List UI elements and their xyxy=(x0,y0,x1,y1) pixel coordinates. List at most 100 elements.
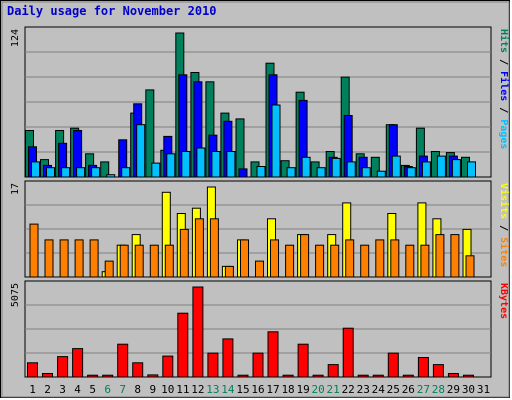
bar-sites-day-26 xyxy=(405,244,415,278)
bar-kbytes-day-9 xyxy=(147,374,159,378)
bar-kbytes-day-8 xyxy=(132,362,144,378)
bar-kbytes-day-28 xyxy=(432,364,444,378)
bar-sites-day-17 xyxy=(270,239,279,278)
day-label-24: 24 xyxy=(372,383,386,396)
day-label-8: 8 xyxy=(134,383,141,396)
day-label-27: 27 xyxy=(417,383,430,396)
bar-pages-day-20 xyxy=(316,167,326,178)
bar-pages-day-3 xyxy=(61,167,71,178)
bar-kbytes-day-30 xyxy=(463,374,474,378)
bar-kbytes-day-2 xyxy=(42,373,53,378)
legend-entry-hits: Hits xyxy=(498,29,510,53)
bar-pages-day-23 xyxy=(361,167,371,178)
day-label-17: 17 xyxy=(266,383,279,396)
day-label-11: 11 xyxy=(176,383,189,396)
day-label-19: 19 xyxy=(296,383,309,396)
day-label-16: 16 xyxy=(251,383,264,396)
day-label-4: 4 xyxy=(74,383,81,396)
bar-sites-day-29 xyxy=(450,234,460,278)
legend-separator: / xyxy=(498,219,509,237)
bar-sites-day-24 xyxy=(375,239,385,278)
bar-kbytes-day-10 xyxy=(162,355,174,378)
day-label-14: 14 xyxy=(221,383,235,396)
bar-sites-day-27 xyxy=(420,244,430,278)
ymax-label: 5075 xyxy=(10,283,21,307)
bar-sites-day-28 xyxy=(435,234,445,278)
bar-pages-day-11 xyxy=(181,151,191,178)
bar-kbytes-day-12 xyxy=(192,286,204,378)
bar-kbytes-day-21 xyxy=(327,364,339,378)
bar-files-day-15 xyxy=(238,168,248,178)
bar-pages-day-30 xyxy=(467,161,476,178)
bar-kbytes-day-24 xyxy=(372,374,384,378)
bar-kbytes-day-25 xyxy=(387,352,399,378)
day-label-21: 21 xyxy=(327,383,340,396)
day-label-23: 23 xyxy=(357,383,370,396)
bar-sites-day-2 xyxy=(44,239,54,278)
day-label-10: 10 xyxy=(161,383,174,396)
chart-title: Daily usage for November 2010 xyxy=(7,4,217,18)
day-label-26: 26 xyxy=(402,383,415,396)
bar-pages-day-18 xyxy=(286,167,296,178)
bar-pages-day-19 xyxy=(301,156,311,178)
bar-pages-day-24 xyxy=(376,170,386,178)
bar-hits-day-6 xyxy=(100,161,110,178)
bar-pages-day-22 xyxy=(346,161,356,178)
legend-kbytes: KBytes xyxy=(498,283,509,319)
bar-kbytes-day-15 xyxy=(237,374,249,378)
bar-sites-day-16 xyxy=(255,260,264,278)
bar-sites-day-19 xyxy=(300,234,310,278)
bar-pages-day-26 xyxy=(406,167,416,178)
bar-kbytes-day-27 xyxy=(417,357,429,378)
legend-entry-kbytes: KBytes xyxy=(498,283,509,319)
bar-hits-day-15 xyxy=(235,118,245,178)
bar-pages-day-28 xyxy=(436,155,446,178)
day-label-2: 2 xyxy=(44,383,51,396)
bar-sites-day-3 xyxy=(59,239,69,278)
bar-pages-day-6 xyxy=(106,174,116,178)
bar-sites-day-30 xyxy=(465,255,475,278)
bar-pages-day-25 xyxy=(391,155,401,178)
bar-sites-day-20 xyxy=(315,244,325,278)
legend-entry-sites: Sites xyxy=(498,237,510,267)
bar-pages-day-21 xyxy=(331,157,341,178)
day-label-20: 20 xyxy=(312,383,325,396)
day-label-18: 18 xyxy=(281,383,294,396)
bar-sites-day-23 xyxy=(360,244,370,278)
bar-pages-day-1 xyxy=(31,161,40,178)
bar-sites-day-22 xyxy=(345,239,355,278)
bar-pages-day-5 xyxy=(91,167,101,178)
day-label-1: 1 xyxy=(29,383,36,396)
bar-hits-day-9 xyxy=(145,89,155,178)
day-label-5: 5 xyxy=(89,383,96,396)
bar-sites-day-6 xyxy=(104,260,114,278)
day-label-13: 13 xyxy=(206,383,219,396)
bar-kbytes-day-20 xyxy=(312,374,324,378)
bar-sites-day-12 xyxy=(194,218,204,278)
legend-separator: / xyxy=(498,101,509,119)
day-label-6: 6 xyxy=(104,383,111,396)
bar-sites-day-9 xyxy=(149,244,159,278)
bar-kbytes-day-19 xyxy=(297,343,309,378)
bar-pages-day-10 xyxy=(166,153,176,178)
day-label-30: 30 xyxy=(462,383,475,396)
bar-pages-day-7 xyxy=(121,167,131,178)
bar-kbytes-day-11 xyxy=(177,312,189,378)
bar-kbytes-day-6 xyxy=(102,374,114,378)
ymax-label: 124 xyxy=(10,29,21,47)
bar-kbytes-day-22 xyxy=(342,327,354,378)
ymax-label: 17 xyxy=(10,183,21,195)
bar-kbytes-day-7 xyxy=(117,343,129,378)
bar-sites-day-18 xyxy=(285,244,295,278)
bar-kbytes-day-17 xyxy=(267,331,279,378)
day-label-9: 9 xyxy=(149,383,156,396)
bar-kbytes-day-5 xyxy=(87,374,99,378)
day-label-25: 25 xyxy=(387,383,400,396)
bar-kbytes-day-16 xyxy=(252,352,264,378)
bar-kbytes-day-1 xyxy=(27,362,38,378)
bar-sites-day-1 xyxy=(29,223,39,278)
bar-kbytes-day-26 xyxy=(402,374,414,378)
bar-sites-day-7 xyxy=(119,244,129,278)
bar-kbytes-day-14 xyxy=(222,338,234,378)
